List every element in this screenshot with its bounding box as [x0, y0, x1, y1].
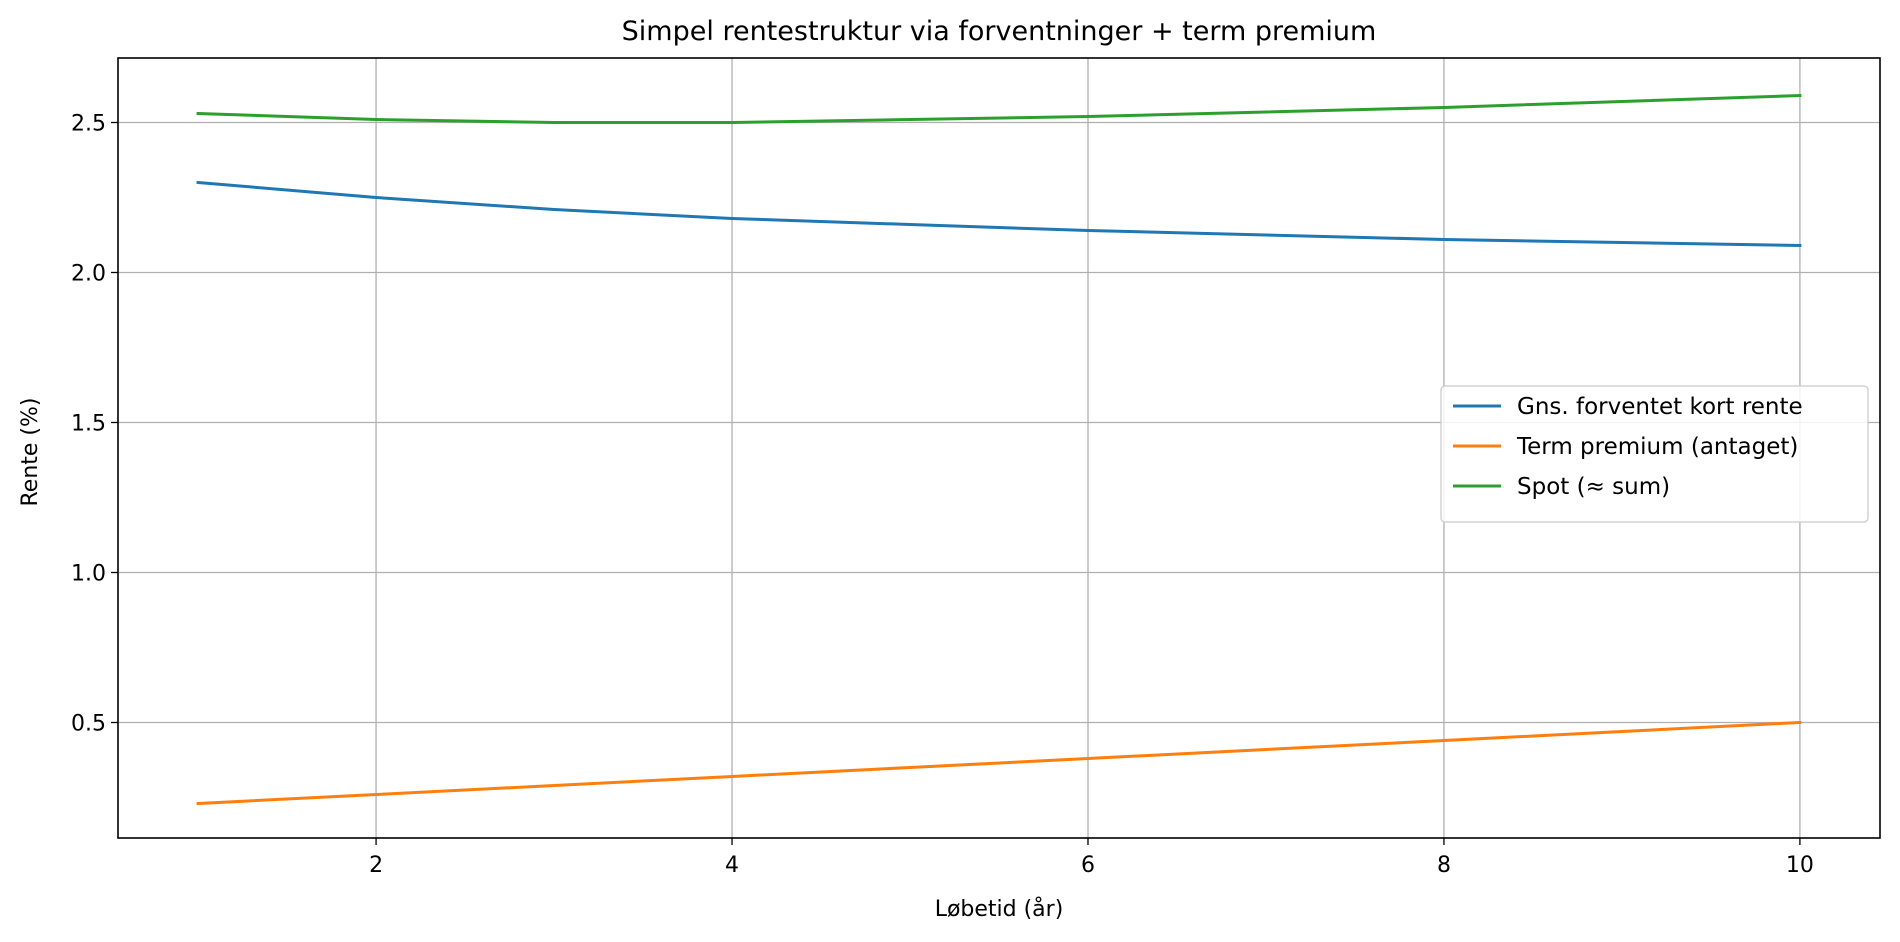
legend-label-3: Spot (≈ sum)	[1517, 474, 1670, 500]
x-axis: 2 4 6 8 10	[369, 838, 1814, 878]
y-tick-label: 2.0	[71, 262, 106, 287]
chart-title: Simpel rentestruktur via forventninger +…	[622, 16, 1377, 47]
x-axis-label: Løbetid (år)	[935, 896, 1064, 922]
series-line-1	[196, 180, 1802, 248]
legend-label-1: Gns. forventet kort rente	[1517, 394, 1803, 420]
x-tick-label: 4	[725, 853, 739, 878]
legend: Gns. forventet kort rente Term premium (a…	[1440, 385, 1869, 523]
y-tick-label: 0.5	[71, 712, 106, 737]
legend-box	[1440, 385, 1869, 523]
y-tick-label: 1.0	[71, 562, 106, 587]
legend-label-2: Term premium (antaget)	[1516, 434, 1798, 460]
series-lines	[196, 93, 1802, 806]
x-tick-label: 6	[1081, 853, 1095, 878]
x-tick-label: 2	[369, 853, 383, 878]
series-line-2	[196, 720, 1802, 806]
x-tick-label: 10	[1786, 853, 1814, 878]
plot-area-frame	[117, 57, 1881, 839]
x-tick-label: 8	[1437, 853, 1451, 878]
y-tick-label: 2.5	[71, 112, 106, 137]
series-line-3	[196, 93, 1802, 124]
y-tick-label: 1.5	[71, 412, 106, 437]
y-axis: 0.5 1.0 1.5 2.0 2.5	[71, 112, 118, 737]
y-axis-label: Rente (%)	[18, 397, 43, 506]
